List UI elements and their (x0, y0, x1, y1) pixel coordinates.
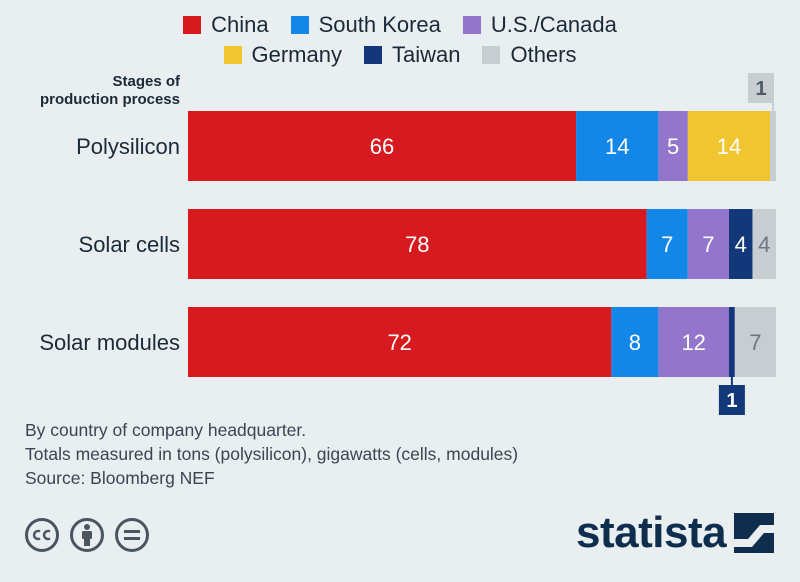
bar-polysilicon-others (770, 111, 776, 181)
legend-label-china: China (211, 12, 269, 37)
legend-swatch-china (183, 16, 202, 34)
note-source: Source: Bloomberg NEF (25, 468, 215, 488)
legend-item-south-korea: South Korea (290, 12, 441, 38)
legend-swatch-taiwan (363, 46, 382, 64)
data-label-polysilicon-south-korea: 14 (605, 134, 629, 159)
person-icon[interactable] (70, 518, 104, 552)
bar-solar-cells-china (188, 209, 647, 279)
data-label-polysilicon-u-s-canada: 5 (667, 134, 679, 159)
bar-polysilicon-germany (687, 111, 771, 181)
data-label-solar-modules-south-korea: 8 (629, 330, 641, 355)
bar-polysilicon-south-korea (576, 111, 659, 181)
license-icons (25, 518, 160, 552)
legend-label-germany: Germany (251, 42, 342, 67)
bar-solar-modules-taiwan (728, 307, 735, 377)
data-label-solar-modules-china: 72 (387, 330, 411, 355)
legend-item-others: Others (482, 42, 577, 68)
bar-solar-modules-south-korea (611, 307, 659, 377)
legend-label-taiwan: Taiwan (391, 42, 461, 67)
bar-solar-cells-others (752, 209, 776, 279)
bar-polysilicon-china (188, 111, 577, 181)
data-label-polysilicon-germany: 14 (717, 134, 741, 159)
category-label-solar-modules: Solar modules (39, 330, 180, 355)
data-label-polysilicon-others: 1 (755, 78, 766, 100)
data-label-polysilicon-china: 66 (370, 134, 394, 159)
callout-box-polysilicon-others (748, 73, 774, 103)
data-label-solar-modules-others: 7 (749, 330, 761, 355)
category-label-solar-cells: Solar cells (79, 232, 180, 257)
note-headquarter: By country of company headquarter. (25, 420, 307, 440)
callout-box-solar-modules-taiwan (718, 385, 745, 415)
data-label-solar-modules-u-s-canada: 12 (681, 330, 705, 355)
data-label-solar-cells-china: 78 (405, 232, 429, 257)
data-label-solar-cells-others: 4 (758, 232, 770, 257)
bar-solar-modules-others (734, 307, 776, 377)
bar-solar-modules-china (188, 307, 612, 377)
legend-item-taiwan: Taiwan (363, 42, 461, 68)
data-label-solar-cells-taiwan: 4 (735, 232, 747, 257)
legend-label-others: Others (510, 42, 577, 67)
legend-label-us-canada: U.S./Canada (490, 12, 617, 37)
category-header: Stages of production process (14, 73, 180, 109)
data-label-solar-cells-south-korea: 7 (661, 232, 673, 257)
category-header-line-2: production process (39, 91, 180, 108)
legend-swatch-south-korea (290, 16, 309, 34)
bar-solar-cells-taiwan (728, 209, 753, 279)
legend: China South Korea U.S./Canada Germany Ta… (0, 10, 800, 70)
legend-row-2: Germany Taiwan Others (0, 40, 800, 70)
legend-item-china: China (183, 12, 269, 38)
legend-swatch-others (482, 46, 501, 64)
bar-polysilicon-u-s-canada (658, 111, 688, 181)
legend-item-us-canada: U.S./Canada (462, 12, 617, 38)
category-header-line-1: Stages of (112, 73, 180, 90)
data-label-solar-cells-u-s-canada: 7 (702, 232, 714, 257)
equals-icon[interactable] (115, 518, 149, 552)
legend-row-1: China South Korea U.S./Canada (0, 10, 800, 40)
notes: By country of company headquarter. Total… (25, 418, 518, 490)
legend-label-south-korea: South Korea (318, 12, 441, 37)
statista-logo-icon (734, 513, 775, 553)
statista-logo[interactable]: statista (576, 508, 775, 558)
legend-item-germany: Germany (223, 42, 342, 68)
category-label-polysilicon: Polysilicon (76, 134, 180, 159)
cc-icon[interactable] (25, 518, 59, 552)
note-units: Totals measured in tons (polysilicon), g… (25, 444, 519, 464)
statista-wordmark: statista (576, 508, 727, 557)
legend-swatch-germany (223, 46, 242, 64)
bar-solar-cells-south-korea (646, 209, 688, 279)
bar-solar-modules-u-s-canada (658, 307, 729, 377)
data-label-solar-modules-taiwan: 1 (726, 390, 737, 412)
bar-solar-cells-u-s-canada (687, 209, 729, 279)
legend-swatch-us-canada (462, 16, 481, 34)
